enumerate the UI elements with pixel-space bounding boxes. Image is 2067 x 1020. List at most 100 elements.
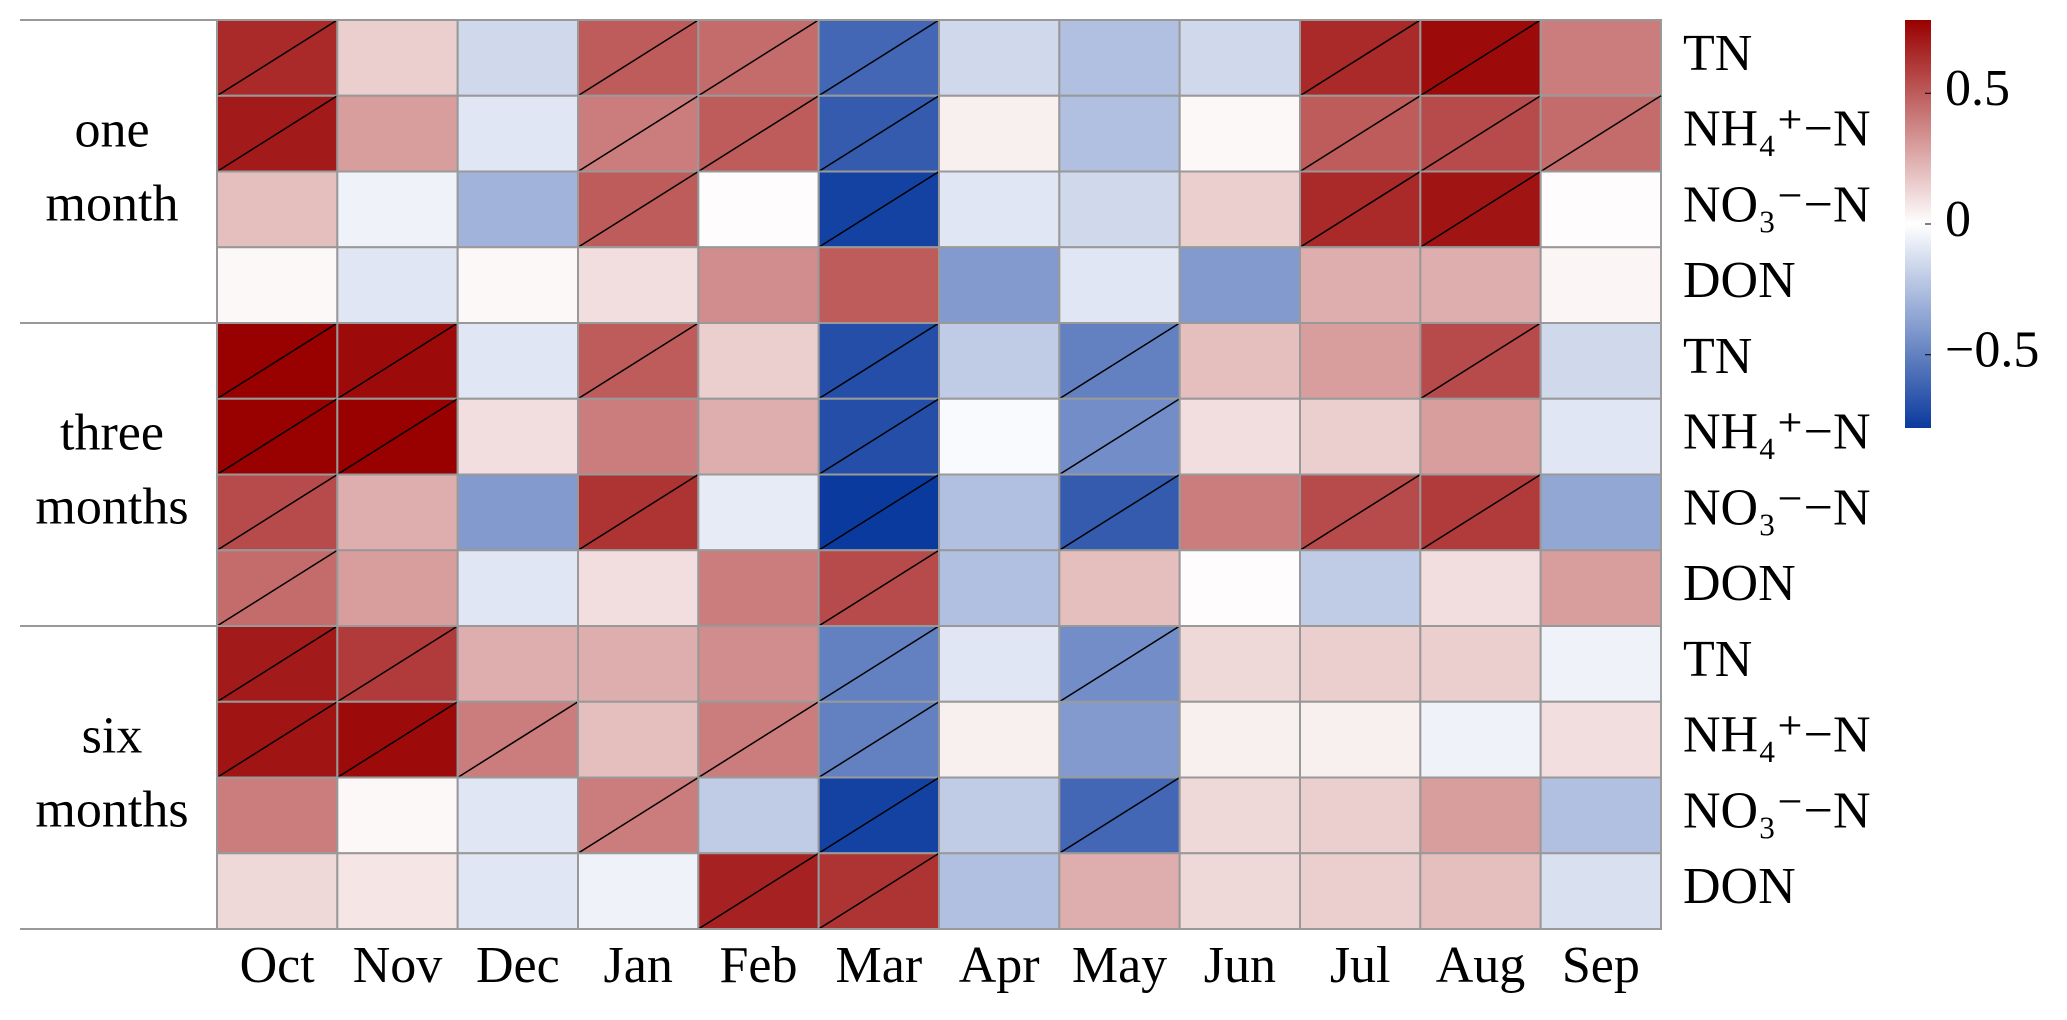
- heatmap-cell: [1299, 549, 1422, 627]
- heatmap-cell: [1539, 852, 1662, 930]
- heatmap-cell: [336, 170, 459, 249]
- significance-hatch: [818, 473, 940, 551]
- heatmap-cell: [456, 246, 579, 324]
- group-label: months: [35, 781, 188, 838]
- heatmap-cell: [577, 852, 700, 930]
- heatmap-cell: [456, 776, 579, 855]
- heatmap-cell: [577, 700, 700, 779]
- heatmap-cell: [938, 94, 1061, 173]
- significance-hatch: [1419, 473, 1542, 551]
- heatmap-cell: [1178, 94, 1301, 173]
- x-tick-label: Nov: [353, 937, 443, 994]
- heatmap-cell: [1299, 776, 1422, 855]
- significance-hatch: [1540, 95, 1662, 173]
- heatmap-cell: [1058, 549, 1181, 627]
- heatmap-cell: [1178, 397, 1301, 476]
- heatmap-cell: [577, 397, 700, 476]
- significance-hatch: [818, 701, 940, 779]
- significance-hatch: [216, 549, 338, 627]
- heatmap-cell: [1539, 549, 1662, 627]
- heatmap-cell: [336, 246, 459, 324]
- significance-hatch: [818, 549, 940, 627]
- heatmap-cell: [336, 852, 459, 930]
- significance-hatch: [1419, 95, 1542, 173]
- row-label: NO₃⁻−N: [1683, 782, 1871, 839]
- heatmap-cell: [1058, 94, 1181, 173]
- heatmap-cell: [697, 246, 820, 324]
- heatmap-cell: [1539, 322, 1662, 400]
- heatmap-cell: [456, 549, 579, 627]
- x-tick-label: Mar: [836, 937, 923, 994]
- significance-hatch: [697, 95, 820, 173]
- significance-hatch: [457, 701, 579, 779]
- heatmap-cell: [1058, 852, 1181, 930]
- heatmap-cell: [216, 776, 339, 855]
- heatmap-cell: [456, 322, 579, 400]
- heatmap-cell: [216, 852, 339, 930]
- heatmap-cell: [456, 94, 579, 173]
- row-label: DON: [1683, 252, 1796, 309]
- heatmap-cell: [1299, 397, 1422, 476]
- significance-hatch: [577, 19, 699, 97]
- heatmap-cell: [456, 19, 579, 97]
- row-label: NH₄⁺−N: [1683, 101, 1871, 158]
- heatmap-cell: [1539, 246, 1662, 324]
- heatmap-cell: [336, 94, 459, 173]
- significance-hatch: [818, 776, 940, 854]
- heatmap-cell: [1419, 700, 1542, 779]
- significance-hatch: [1058, 473, 1181, 551]
- heatmap-cell: [1058, 19, 1181, 97]
- significance-hatch: [1058, 776, 1181, 854]
- heatmap-cell: [938, 549, 1061, 627]
- significance-hatch: [216, 398, 338, 476]
- heatmap-cell: [1178, 19, 1301, 97]
- heatmap-cell: [697, 625, 820, 703]
- heatmap-cell: [336, 473, 459, 552]
- significance-hatch: [577, 170, 699, 248]
- heatmap-cell: [938, 700, 1061, 779]
- significance-hatch: [1419, 170, 1542, 248]
- heatmap-cell: [1178, 246, 1301, 324]
- heatmap-cell: [938, 246, 1061, 324]
- significance-hatch: [216, 473, 338, 551]
- x-tick-label: Apr: [959, 937, 1040, 994]
- heatmap-cell: [1178, 473, 1301, 552]
- significance-hatch: [216, 19, 338, 97]
- significance-hatch: [1058, 398, 1181, 476]
- colorbar-tick-label: −0.5: [1945, 322, 2039, 379]
- heatmap-cell: [938, 170, 1061, 249]
- heatmap-cell: [1299, 852, 1422, 930]
- x-tick-label: Aug: [1436, 937, 1526, 994]
- heatmap-cell: [1178, 625, 1301, 703]
- heatmap-cell: [216, 246, 339, 324]
- heatmap-cell: [1419, 852, 1542, 930]
- heatmap-cell: [456, 170, 579, 249]
- row-label: DON: [1683, 555, 1796, 612]
- heatmap-cell: [697, 322, 820, 400]
- heatmap-cell: [1539, 19, 1662, 97]
- significance-hatch: [336, 701, 459, 779]
- x-tick-label: Dec: [476, 937, 560, 994]
- heatmap-cell: [1058, 246, 1181, 324]
- row-label: TN: [1683, 25, 1752, 82]
- group-label: months: [35, 478, 188, 535]
- heatmap-cell: [697, 776, 820, 855]
- row-label: NO₃⁻−N: [1683, 176, 1871, 233]
- heatmap-cell: [1299, 246, 1422, 324]
- heatmap-cell: [1058, 170, 1181, 249]
- heatmap-cell: [1299, 322, 1422, 400]
- significance-hatch: [216, 625, 338, 703]
- heatmap-cell: [1178, 700, 1301, 779]
- heatmap-cell: [1058, 700, 1181, 779]
- colorbar-tick-label: 0: [1945, 191, 1971, 248]
- heatmap-cell: [336, 19, 459, 97]
- significance-hatch: [1299, 19, 1421, 97]
- heatmap-cell: [1299, 700, 1422, 779]
- x-tick-label: Feb: [720, 937, 798, 994]
- heatmap-cell: [1539, 700, 1662, 779]
- heatmap-cell: [1419, 397, 1542, 476]
- heatmap-cell: [1178, 776, 1301, 855]
- group-label: three: [60, 404, 164, 461]
- x-tick-label: Oct: [240, 937, 316, 994]
